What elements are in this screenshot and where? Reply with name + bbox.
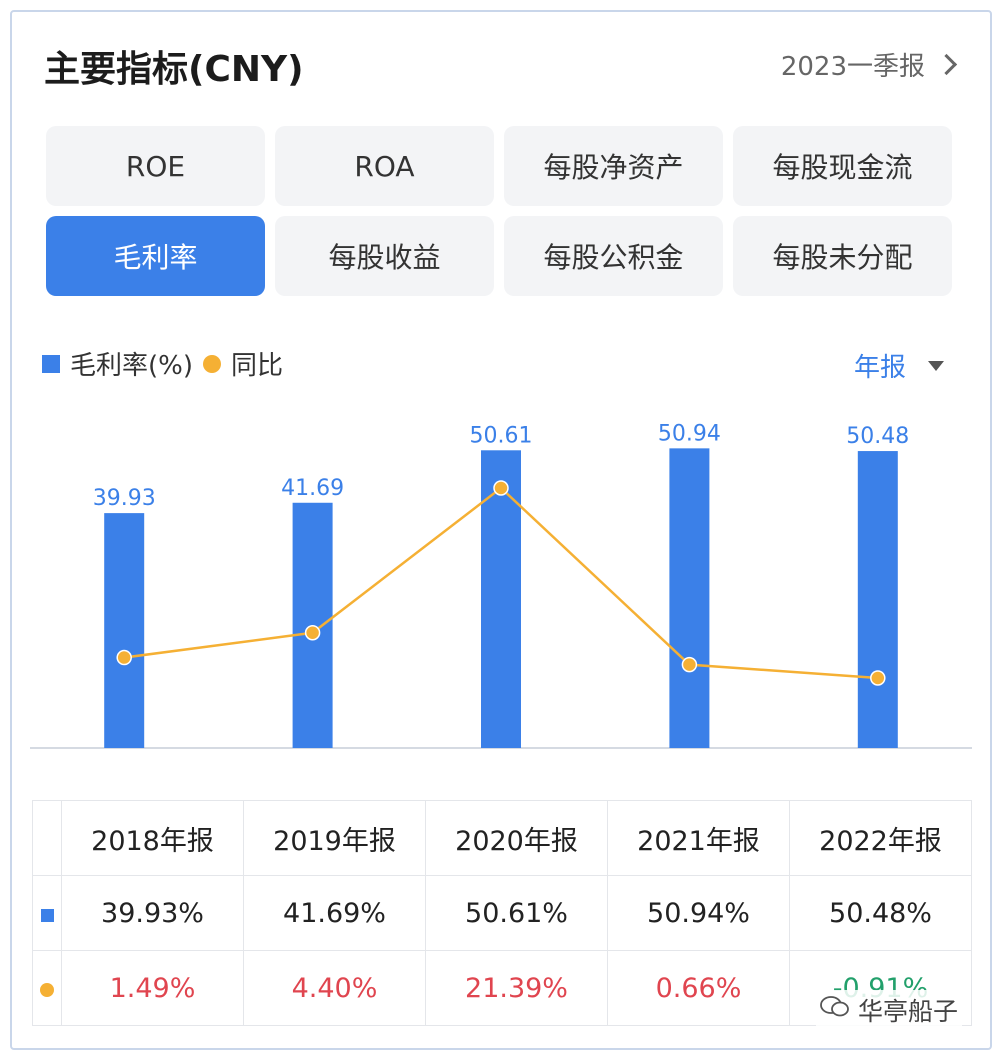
gross-margin-chart: 39.93 41.69 50.61 50.94 50.48 — [30, 421, 972, 749]
watermark-text: 华亭船子 — [857, 997, 958, 1026]
bar-2018年报 — [104, 513, 145, 748]
chevron-right-icon — [935, 53, 958, 76]
tab-undistributed-ps[interactable]: 每股未分配 — [733, 216, 952, 296]
table-cell: 1.49% — [61, 950, 244, 1026]
watermark: 华亭船子 — [815, 990, 962, 1030]
line-legend-swatch — [203, 354, 221, 373]
bar-legend-label: 毛利率(%) — [70, 351, 193, 381]
tab-roa[interactable]: ROA — [275, 126, 494, 206]
bar-data-label: 50.94 — [658, 421, 721, 446]
tab-capital-reserve-ps[interactable]: 每股公积金 — [504, 216, 723, 296]
bar-data-label: 50.48 — [846, 424, 909, 449]
line-legend-label: 同比 — [231, 351, 284, 381]
table-corner-cell — [32, 800, 62, 876]
table-cell: 4.40% — [243, 950, 426, 1026]
tab-bvps[interactable]: 每股净资产 — [504, 126, 723, 206]
yoy-point-2020年报 — [493, 480, 509, 496]
bar-2021年报 — [669, 448, 710, 748]
frequency-dropdown[interactable]: 年报 — [854, 347, 944, 384]
chart-legend: 毛利率(%) 同比 — [42, 345, 283, 382]
card-title: 主要指标(CNY) — [44, 49, 304, 90]
bar-data-label: 41.69 — [281, 476, 344, 501]
frequency-label: 年报 — [853, 353, 906, 383]
table-header-cell: 2020年报 — [425, 800, 608, 876]
period-label: 2023一季报 — [780, 52, 925, 82]
table-row-gross-margin: 39.93% 41.69% 50.61% 50.94% 50.48% — [32, 875, 972, 951]
yoy-point-2019年报 — [304, 625, 321, 641]
yoy-point-2021年报 — [681, 656, 698, 673]
bar-2022年报 — [857, 451, 898, 748]
table-cell: 50.94% — [607, 875, 790, 951]
bar-data-label: 50.61 — [470, 423, 533, 448]
table-cell: 0.66% — [607, 950, 790, 1026]
tab-cfps[interactable]: 每股现金流 — [733, 126, 952, 206]
tab-eps[interactable]: 每股收益 — [275, 216, 494, 296]
yoy-point-2022年报 — [870, 670, 886, 686]
caret-down-icon — [928, 360, 944, 371]
row-marker-dot-icon — [32, 950, 62, 1026]
yoy-point-2018年报 — [116, 649, 132, 666]
wechat-icon — [820, 995, 850, 1025]
table-header-cell: 2019年报 — [243, 800, 426, 876]
tab-gross-margin[interactable]: 毛利率 — [46, 216, 265, 296]
table-header-cell: 2022年报 — [789, 800, 972, 876]
data-table: 2018年报 2019年报 2020年报 2021年报 2022年报 39.93… — [32, 800, 972, 1026]
table-header-row: 2018年报 2019年报 2020年报 2021年报 2022年报 — [32, 800, 972, 876]
table-cell: 21.39% — [425, 950, 608, 1026]
table-cell: 39.93% — [61, 875, 244, 951]
indicator-card: 主要指标(CNY) 2023一季报 ROE ROA 每股净资产 每股现金流 毛利… — [10, 10, 992, 1050]
indicator-tabs: ROE ROA 每股净资产 每股现金流 毛利率 每股收益 每股公积金 每股未分配 — [46, 126, 952, 296]
table-cell: 50.48% — [789, 875, 972, 951]
table-header-cell: 2018年报 — [61, 800, 244, 876]
row-marker-square-icon — [32, 875, 62, 951]
table-cell: 41.69% — [243, 875, 426, 951]
table-header-cell: 2021年报 — [607, 800, 790, 876]
bar-legend-swatch — [42, 354, 60, 373]
table-cell: 50.61% — [425, 875, 608, 951]
bar-data-label: 39.93 — [93, 486, 156, 511]
period-selector[interactable]: 2023一季报 — [780, 46, 958, 83]
tab-roe[interactable]: ROE — [46, 126, 265, 206]
